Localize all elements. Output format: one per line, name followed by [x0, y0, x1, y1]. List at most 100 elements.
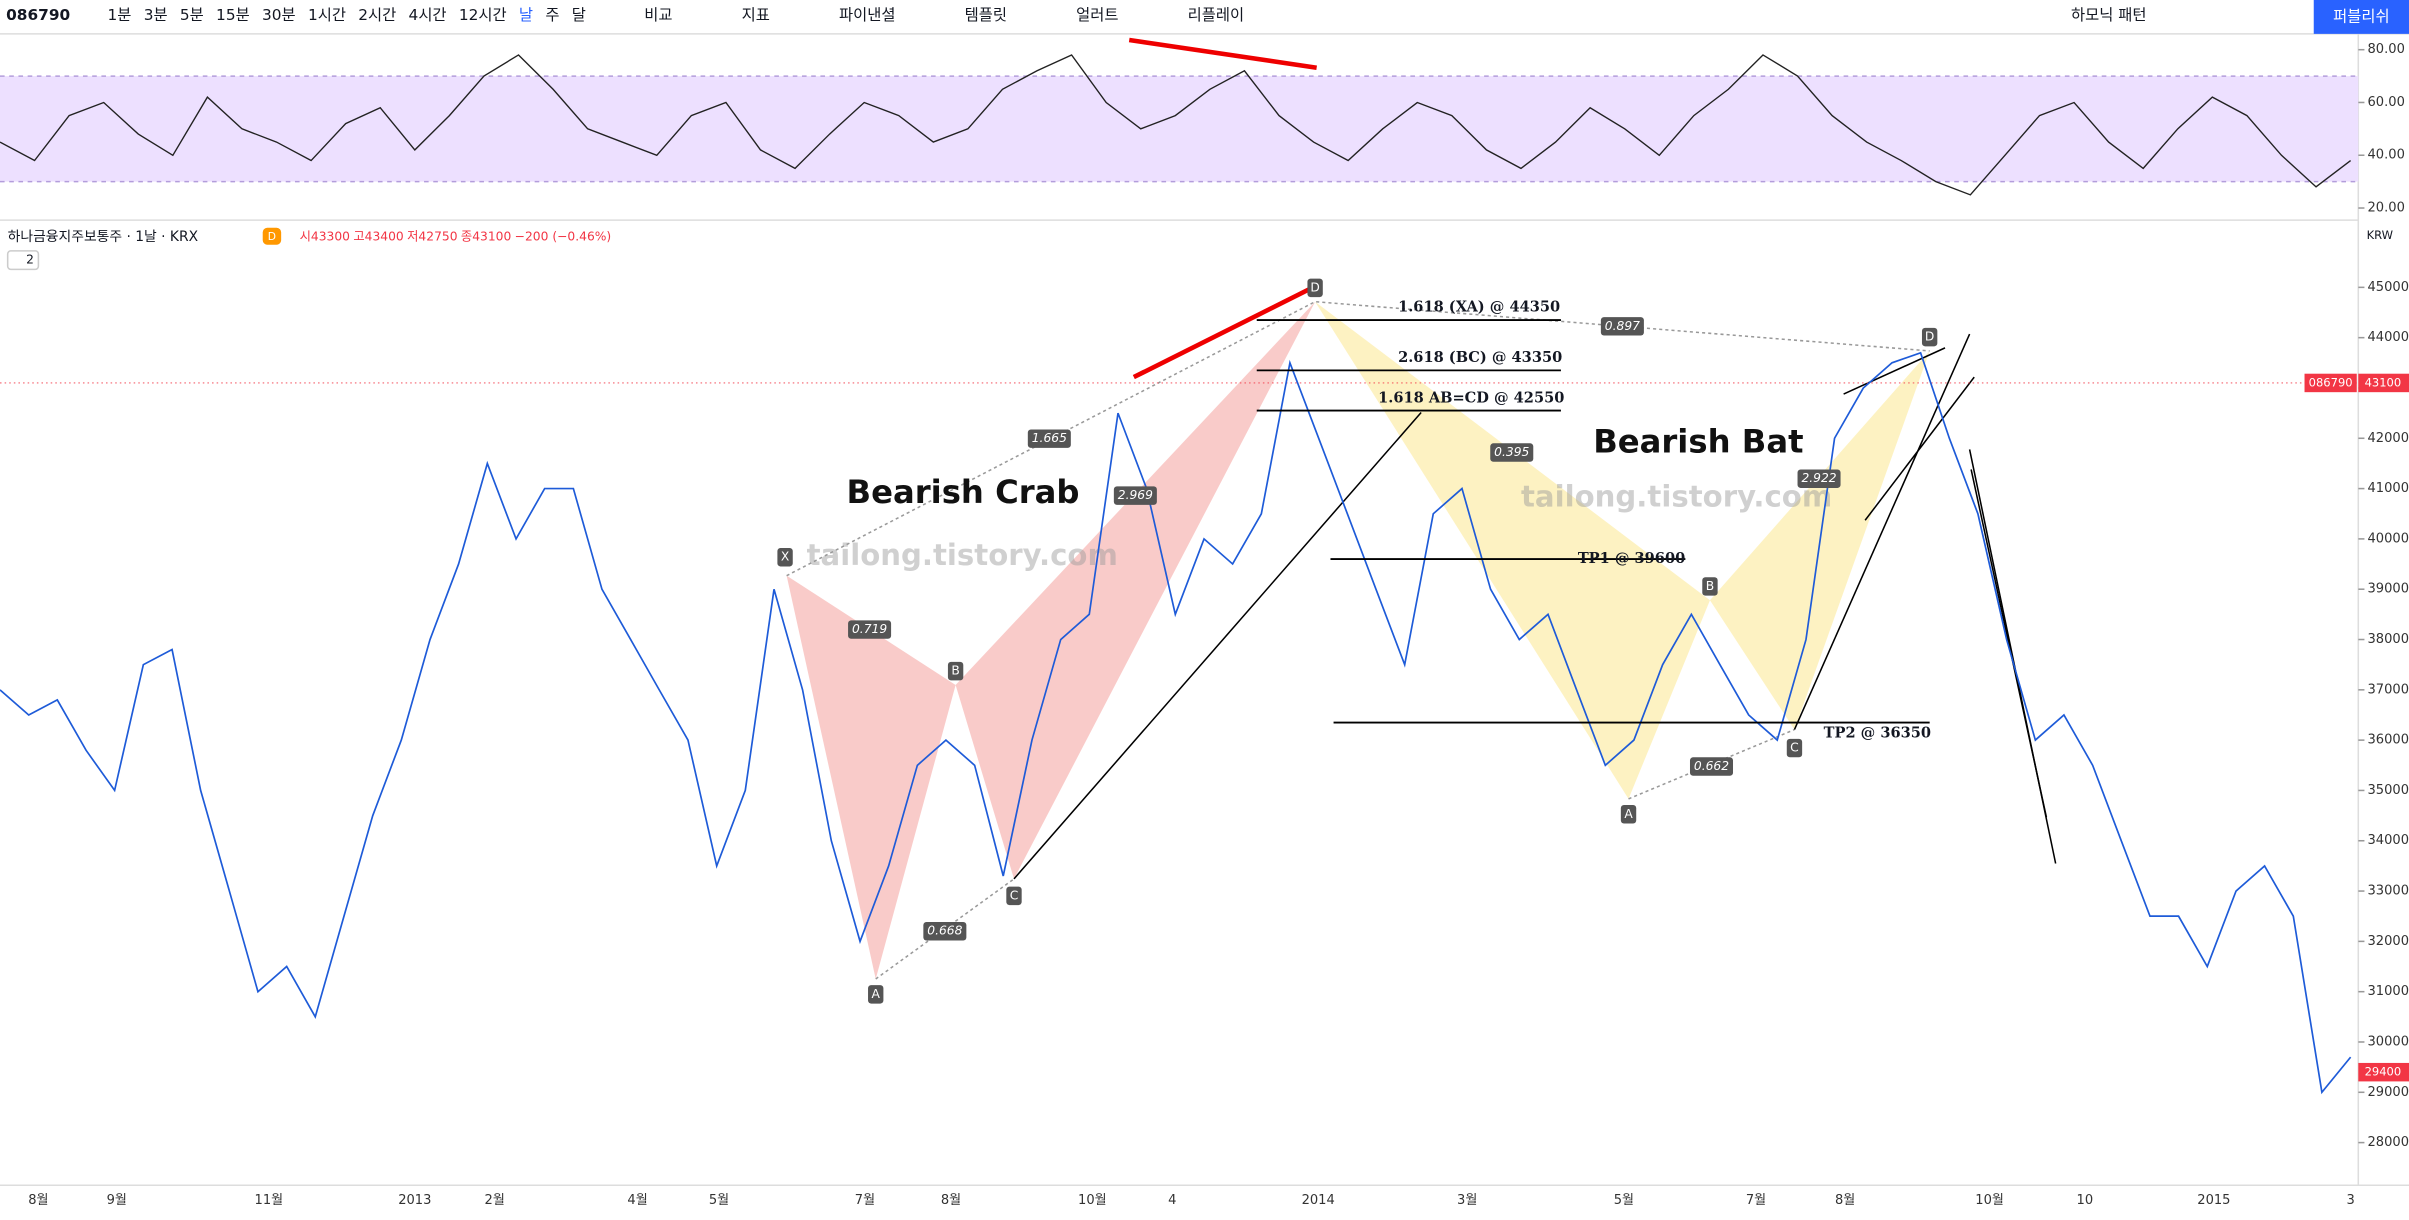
interval-button[interactable]: 달	[572, 6, 586, 24]
x-tick-label: 4	[1168, 1193, 1176, 1208]
x-tick-label: 10월	[1078, 1193, 1107, 1208]
legend-badge: D	[268, 230, 276, 243]
harmonic-button[interactable]: 하모닉 패턴	[2071, 6, 2146, 24]
price-line	[0, 351, 2352, 1095]
current-price: 29400	[2365, 1065, 2402, 1079]
toolbar-button[interactable]: 얼러트	[1076, 6, 1118, 24]
price-tick-label: 32000	[2368, 934, 2409, 949]
price-tick-label: 30000	[2368, 1034, 2409, 1049]
interval-button[interactable]: 2시간	[358, 6, 396, 24]
interval-button[interactable]: 12시간	[459, 6, 507, 24]
interval-button[interactable]: 1시간	[308, 6, 346, 24]
point-label: C	[1010, 888, 1019, 902]
ratio-label: 0.662	[1694, 759, 1729, 773]
x-tick-label: 2014	[1302, 1193, 1335, 1208]
currency[interactable]: KRW	[2367, 228, 2394, 242]
watermark: tailong.tistory.com	[807, 538, 1118, 572]
ratio-label: 1.665	[1032, 431, 1067, 445]
x-tick-label: 5월	[709, 1193, 729, 1208]
rsi-line	[0, 54, 2352, 196]
rsi-tick-label: 60.00	[2368, 95, 2405, 110]
x-tick-label: 7월	[855, 1193, 875, 1208]
legend-change: −200 (−0.46%)	[515, 230, 612, 244]
toolbar-button[interactable]: 템플릿	[965, 6, 1007, 24]
x-tick-label: 11월	[255, 1193, 284, 1208]
price-tick-label: 36000	[2368, 733, 2409, 748]
x-tick-label: 9월	[107, 1193, 127, 1208]
interval-button[interactable]: 주	[545, 6, 559, 24]
ratio-label: 0.668	[927, 924, 962, 938]
x-tick-label: 4월	[627, 1193, 647, 1208]
rsi-band	[0, 76, 2359, 182]
crab-bcd	[955, 301, 1316, 879]
symbol[interactable]: 086790	[6, 6, 70, 24]
interval-button[interactable]: 5분	[180, 6, 204, 24]
ratio-tag	[1113, 486, 1157, 505]
legend-name: 하나금융지주보통주 · 1날 · KRX	[8, 229, 199, 245]
level-label: 2.618 (BC) @ 43350	[1398, 349, 1562, 366]
x-tick-label: 8월	[1835, 1193, 1855, 1208]
collapse-box[interactable]	[6, 250, 40, 271]
ratio-label: 2.969	[1118, 488, 1153, 502]
price-tick-label: 39000	[2368, 582, 2409, 597]
interval-button[interactable]: 1분	[108, 6, 132, 24]
legend-count[interactable]: 2	[26, 253, 34, 267]
price-tick-label: 45000	[2368, 280, 2409, 295]
interval-button[interactable]: 15분	[216, 6, 250, 24]
interval-button[interactable]: 4시간	[409, 6, 447, 24]
ratio-tag	[1490, 443, 1534, 462]
level-label: TP1 @ 39600	[1578, 550, 1685, 567]
point-label: X	[781, 550, 790, 564]
toolbar-button[interactable]: 비교	[644, 6, 672, 24]
toolbar-button[interactable]: 리플레이	[1188, 6, 1244, 24]
publish-label[interactable]: 퍼블리쉬	[2333, 7, 2389, 25]
point-label: D	[1925, 330, 1934, 344]
x-tick-label: 3월	[1457, 1193, 1477, 1208]
x-tick-label: 3	[2346, 1193, 2354, 1208]
price-tick-label: 35000	[2368, 783, 2409, 798]
point-label: D	[1310, 280, 1319, 294]
publish-button[interactable]	[2313, 0, 2409, 34]
ratio-label: 2.922	[1801, 471, 1836, 485]
x-tick-label: 2013	[398, 1193, 431, 1208]
trendline	[1013, 412, 1422, 880]
last-symbol-tag	[2304, 373, 2357, 393]
x-tick-label: 5월	[1614, 1193, 1634, 1208]
point-label: A	[872, 987, 881, 1001]
point-tag	[777, 547, 793, 567]
pattern-guide	[875, 878, 1015, 980]
rsi-tick-label: 20.00	[2368, 201, 2405, 216]
last-price-tag	[2358, 373, 2409, 393]
point-tag	[1006, 886, 1022, 906]
x-tick-label: 8월	[941, 1193, 961, 1208]
ratio-label: 0.719	[852, 622, 887, 636]
price-tick-label: 41000	[2368, 481, 2409, 496]
trendline	[1793, 333, 1971, 730]
interval-button[interactable]: 3분	[144, 6, 168, 24]
legend-close: 종43100	[461, 230, 511, 244]
level-label: 1.618 AB=CD @ 42550	[1378, 389, 1564, 406]
price-tick-label: 29000	[2368, 1085, 2409, 1100]
point-tag	[947, 661, 964, 681]
ratio-tag	[848, 620, 892, 639]
x-tick-label: 2월	[485, 1193, 505, 1208]
toolbar	[0, 0, 2409, 34]
bat-xab	[1315, 301, 1710, 799]
ratio-tag	[1027, 429, 1071, 448]
legend-low: 저42750	[407, 230, 457, 244]
bat-title: Bearish Bat	[1593, 422, 1803, 460]
point-tag	[1786, 738, 1803, 758]
level-label: 1.618 (XA) @ 44350	[1398, 299, 1560, 316]
price-tick-label: 34000	[2368, 833, 2409, 848]
last-symbol: 086790	[2309, 375, 2353, 389]
toolbar-button[interactable]: 지표	[742, 6, 770, 24]
divergence-line	[1132, 284, 1317, 380]
interval-button[interactable]: 날	[519, 6, 533, 24]
legend-high: 고43400	[353, 230, 403, 244]
toolbar-button[interactable]: 파이낸셜	[839, 6, 895, 24]
interval-button[interactable]: 30분	[262, 6, 296, 24]
price-tick-label: 42000	[2368, 431, 2409, 446]
trendline	[1843, 347, 1946, 395]
ratio-tag	[1689, 757, 1734, 776]
